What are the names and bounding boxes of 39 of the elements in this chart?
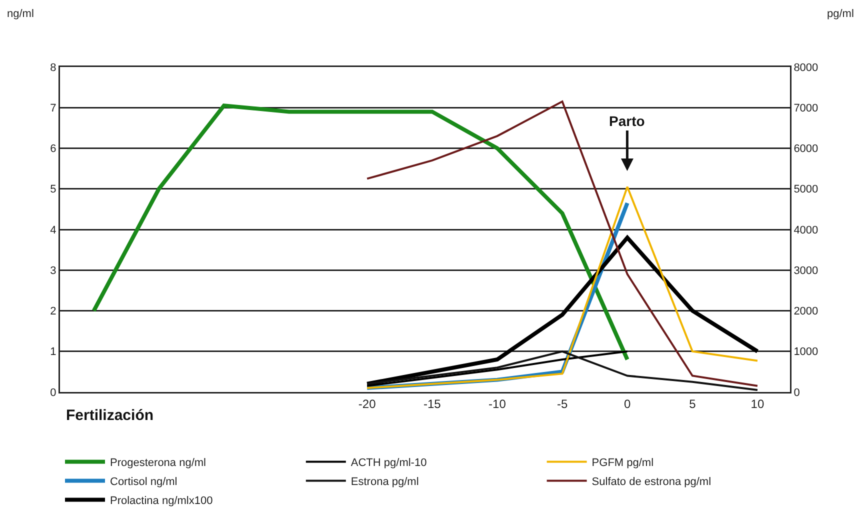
line-series bbox=[366, 350, 758, 391]
y-tick-label: 7 bbox=[50, 102, 56, 114]
x-tick-label: 0 bbox=[624, 396, 631, 411]
legend-label: Prolactina ng/mlx100 bbox=[110, 495, 213, 508]
x-tick-label: -15 bbox=[423, 396, 442, 411]
y2-tick-label: 8000 bbox=[794, 62, 818, 74]
y-axis-title: ng/ml bbox=[7, 8, 34, 20]
y2-tick-label: 7000 bbox=[794, 102, 818, 114]
legend-label: Progesterona ng/ml bbox=[110, 457, 206, 470]
legend-label: Estrona pg/ml bbox=[350, 476, 419, 488]
y-tick-label: 4 bbox=[50, 224, 56, 236]
y-tick-label: 3 bbox=[50, 264, 56, 277]
y-tick-label: 8 bbox=[50, 62, 56, 74]
x-tick-label: -20 bbox=[358, 396, 376, 411]
legend-label: ACTH pg/ml-10 bbox=[350, 457, 427, 470]
legend-label: Sulfato de estrona pg/ml bbox=[592, 476, 712, 488]
line-series bbox=[366, 186, 758, 389]
annotation: Parto bbox=[609, 113, 645, 129]
x-tick-label: 5 bbox=[689, 396, 696, 411]
y2-tick-label: 2000 bbox=[794, 306, 818, 318]
x-tick-label: 10 bbox=[750, 396, 764, 411]
y-tick-label: 2 bbox=[50, 306, 56, 318]
x-tick-label: -5 bbox=[556, 396, 568, 411]
y-tick-label: 6 bbox=[50, 143, 56, 156]
y2-tick-label: 0 bbox=[794, 386, 800, 399]
x-tick-label: -10 bbox=[488, 396, 506, 411]
legend-label: Cortisol ng/ml bbox=[110, 476, 178, 488]
y2-tick-label: 6000 bbox=[794, 143, 818, 156]
y2-tick-label: 5000 bbox=[794, 184, 818, 196]
legend-label: PGFM pg/ml bbox=[592, 457, 654, 470]
y2-tick-label: 3000 bbox=[794, 264, 818, 277]
text: Fertilización bbox=[66, 407, 154, 424]
y-tick-label: 1 bbox=[50, 346, 56, 358]
y2-tick-label: 4000 bbox=[794, 224, 818, 236]
line-series bbox=[366, 100, 758, 387]
y2-tick-label: 1000 bbox=[794, 346, 818, 358]
y-tick-label: 5 bbox=[50, 184, 56, 196]
y2-axis-title: pg/ml bbox=[827, 8, 854, 20]
y-tick-label: 0 bbox=[50, 386, 56, 399]
